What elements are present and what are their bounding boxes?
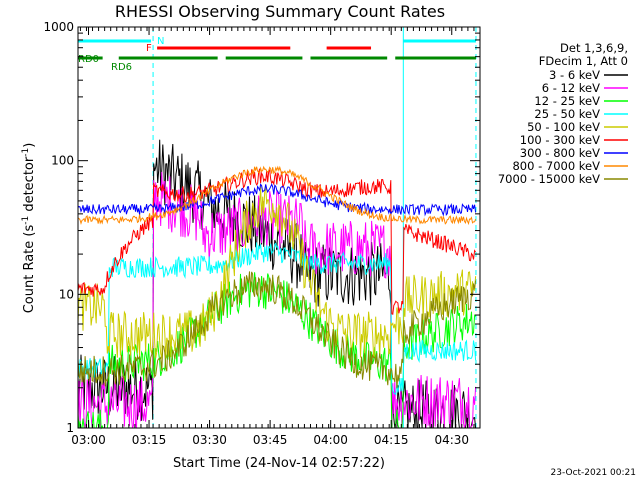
legend-entry-label: 25 - 50 keV — [534, 107, 600, 121]
x-axis-label: Start Time (24-Nov-14 02:57:22) — [173, 456, 385, 471]
legend-header-line-1: Det 1,3,6,9, — [560, 41, 628, 55]
footer-date: 23-Oct-2021 00:21 — [551, 468, 636, 478]
x-tick-label: 03:30 — [192, 433, 227, 447]
y-axis-label-main: Count Rate (s — [22, 225, 37, 314]
legend-entry-label: 6 - 12 keV — [542, 81, 600, 95]
y-axis-label: Count Rate (s-1 detector-1) — [21, 143, 37, 314]
y-tick-label: 1 — [66, 421, 74, 435]
series-line — [77, 272, 476, 430]
series-line — [77, 171, 477, 429]
series-line — [77, 185, 477, 359]
series-line — [77, 139, 477, 429]
legend-entry-label: 300 - 800 keV — [520, 146, 600, 160]
x-tick-label: 04:15 — [374, 433, 409, 447]
legend-entry-label: 100 - 300 keV — [520, 133, 600, 147]
series-line — [77, 165, 477, 226]
flag-label: RD0 — [78, 54, 99, 65]
x-tick-label: 03:15 — [132, 433, 167, 447]
y-axis-label-sup2: -1 — [21, 148, 31, 157]
y-axis-ticks: 1 10 100 1000 — [43, 20, 480, 435]
series-line — [77, 242, 477, 396]
x-axis-ticks: 03:00 03:15 03:30 03:45 04:00 04:15 04:30 — [71, 27, 475, 447]
x-tick-label: 03:45 — [253, 433, 288, 447]
legend-entry-label: 7000 - 15000 keV — [498, 172, 600, 186]
y-axis-label-close: ) — [22, 143, 37, 148]
legend: Det 1,3,6,9, FDecim 1, Att 0 3 - 6 keV6 … — [498, 41, 628, 186]
y-axis-label-sup1: -1 — [21, 216, 31, 225]
x-tick-label: 03:00 — [71, 433, 106, 447]
chart-title: RHESSI Observing Summary Count Rates — [115, 2, 445, 21]
y-tick-label: 1000 — [43, 20, 74, 34]
axis-frame — [77, 26, 481, 429]
series-line — [77, 183, 477, 217]
x-tick-label: 04:00 — [313, 433, 348, 447]
legend-entry-label: 800 - 7000 keV — [512, 159, 600, 173]
y-tick-label: 100 — [51, 154, 74, 168]
flag-label: RD6 — [111, 62, 132, 73]
series-line — [77, 271, 477, 389]
legend-header-line-2: FDecim 1, Att 0 — [539, 54, 628, 68]
flag-label: N — [157, 36, 164, 47]
x-tick-label: 04:30 — [434, 433, 469, 447]
y-tick-label: 10 — [59, 287, 74, 301]
series-line — [77, 168, 477, 315]
legend-entry-label: 3 - 6 keV — [549, 68, 600, 82]
legend-entry-label: 50 - 100 keV — [527, 120, 600, 134]
legend-entry-label: 12 - 25 keV — [534, 94, 600, 108]
y-axis-label-mid: detector — [22, 156, 37, 216]
plot-area: NF RD0 RD6 — [77, 27, 477, 430]
flag-label: F — [146, 43, 152, 54]
